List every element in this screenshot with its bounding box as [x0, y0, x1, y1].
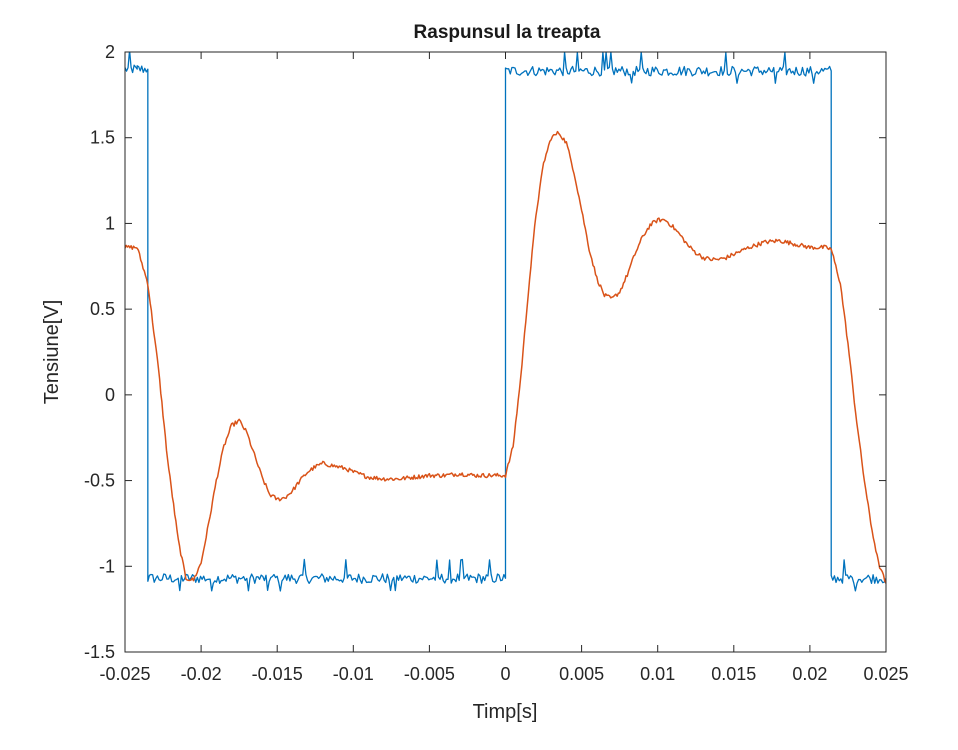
y-tick-label: 2 — [105, 42, 115, 62]
x-tick-label: 0.015 — [711, 664, 756, 684]
y-tick-label: 1 — [105, 213, 115, 233]
x-tick-label: -0.005 — [404, 664, 455, 684]
x-tick-label: 0.005 — [559, 664, 604, 684]
series-line-2 — [125, 130, 886, 584]
x-axis-label: Timp[s] — [473, 701, 538, 723]
y-axis-label: Tensiune[V] — [41, 300, 63, 405]
y-tick-label: -0.5 — [84, 471, 115, 491]
x-tick-label: 0.01 — [640, 664, 675, 684]
series-line-1 — [125, 52, 886, 592]
x-tick-label: 0 — [500, 664, 510, 684]
x-axis: -0.025 -0.02 -0.015 -0.01 -0.005 0 0.005 0.01 0.… — [99, 52, 909, 684]
x-tick-label: -0.01 — [333, 664, 374, 684]
chart-title: Raspunsul la treapta — [414, 22, 601, 43]
x-tick-label: -0.025 — [99, 664, 150, 684]
y-tick-label: -1.5 — [84, 642, 115, 662]
y-tick-label: -1 — [99, 556, 115, 576]
series-layer — [125, 52, 886, 592]
x-tick-label: 0.025 — [863, 664, 908, 684]
y-tick-label: 0 — [105, 385, 115, 405]
x-tick-label: -0.02 — [181, 664, 222, 684]
y-tick-label: 1.5 — [90, 128, 115, 148]
y-tick-label: 0.5 — [90, 299, 115, 319]
x-tick-label: 0.02 — [792, 664, 827, 684]
y-axis: -1.5 -1 -0.5 0 0.5 1 1.5 2 — [84, 42, 886, 662]
x-tick-label: -0.015 — [252, 664, 303, 684]
